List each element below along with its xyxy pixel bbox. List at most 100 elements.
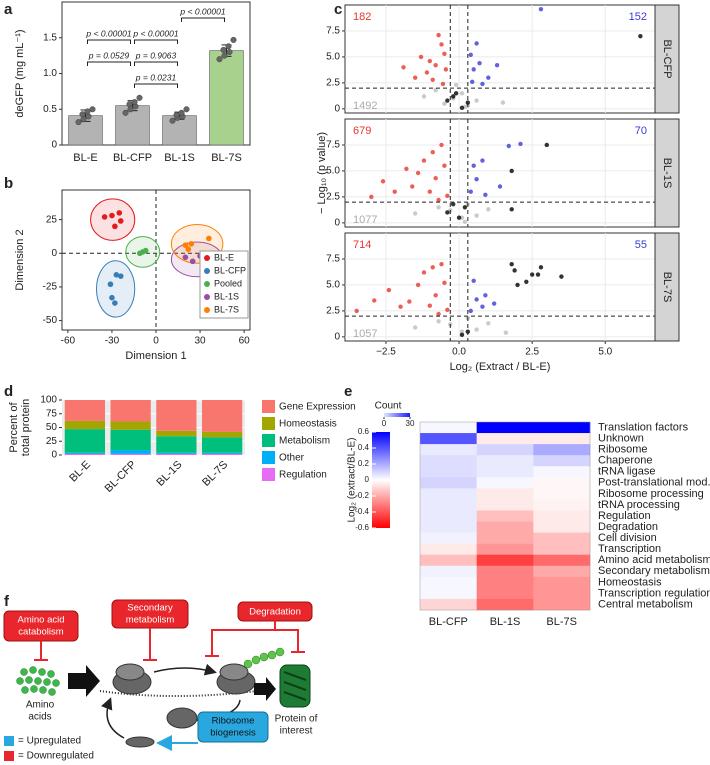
ns-count: 1077	[353, 214, 377, 226]
y-tick-label: -50	[43, 315, 58, 326]
data-point	[459, 91, 465, 96]
data-point	[436, 319, 441, 324]
y-tick-label: 2.5	[326, 78, 340, 89]
legend-swatch	[262, 434, 275, 447]
data-point	[439, 142, 444, 148]
count-scale	[384, 413, 410, 417]
data-point	[392, 189, 397, 194]
data-point	[412, 75, 418, 80]
heatmap-cell	[533, 554, 591, 567]
data-point	[445, 98, 450, 103]
panel-label: a	[4, 1, 13, 18]
data-point	[559, 274, 564, 279]
y-tick-label: 5.0	[326, 166, 340, 177]
legend-label: BL-E	[214, 252, 234, 262]
x-tick-label: BL-1S	[154, 459, 184, 489]
row-label: Cell division	[598, 532, 657, 544]
heatmap-cell	[420, 499, 477, 511]
bar-segment	[64, 420, 106, 430]
data-point	[518, 141, 523, 147]
column-label: BL-CFP	[429, 616, 468, 628]
data-point	[169, 117, 176, 124]
bar-segment	[156, 430, 197, 437]
heatmap-cell	[533, 565, 591, 578]
data-point	[535, 272, 541, 277]
legend-swatch	[262, 400, 275, 413]
data-point	[468, 52, 473, 58]
y-axis-label: Dimension 2	[14, 229, 26, 290]
x-tick-label: 0.0	[452, 347, 466, 358]
significance-label: p < 0.00001	[179, 6, 225, 16]
colorbar-tick-label: -0.6	[355, 523, 369, 532]
heatmap-cell	[533, 422, 591, 434]
inhibitor	[205, 621, 305, 657]
heatmap-cell	[420, 532, 477, 544]
data-point	[451, 201, 456, 207]
y-tick-label: 2.5	[326, 306, 340, 317]
x-tick-label: −2.5	[376, 347, 396, 358]
heatmap-cell	[420, 444, 477, 456]
data-point	[85, 113, 92, 120]
y-tick-label: 5.0	[326, 280, 340, 291]
data-point	[462, 205, 468, 210]
data-point	[372, 298, 377, 303]
data-point	[474, 327, 479, 332]
data-point	[433, 293, 438, 298]
row-label: Homeostasis	[598, 576, 662, 588]
data-point	[491, 301, 497, 306]
legend-label: BL-1S	[214, 291, 239, 301]
data-point	[142, 247, 149, 254]
data-point	[538, 6, 544, 12]
data-point	[412, 211, 418, 216]
heatmap-cell	[476, 587, 534, 600]
heatmap-cell	[533, 532, 591, 544]
x-tick-label: 60	[239, 336, 251, 347]
data-point	[84, 108, 91, 115]
x-tick-label: BL-7S	[200, 459, 230, 489]
column-label: BL-7S	[546, 616, 577, 628]
count-tick-label: 0	[382, 419, 387, 428]
bar-segment	[110, 429, 151, 451]
down-count: 182	[353, 11, 371, 23]
data-point	[436, 197, 441, 203]
data-point	[436, 205, 441, 210]
data-point	[189, 258, 196, 265]
data-point	[109, 294, 115, 301]
data-point	[421, 94, 427, 99]
bar-segment	[201, 452, 243, 454]
data-point	[468, 189, 473, 194]
data-point	[421, 270, 427, 275]
data-point	[462, 219, 468, 225]
data-point	[459, 329, 465, 334]
legend-label: Gene Expression	[279, 402, 356, 413]
y-tick-label: 25	[46, 214, 58, 225]
data-point	[486, 321, 491, 326]
y-tick-label: 7.5	[326, 26, 340, 37]
heatmap-cell	[533, 598, 591, 611]
row-label: Ribosome processing	[598, 488, 704, 500]
data-point	[182, 254, 189, 261]
data-point	[136, 94, 143, 101]
y-axis-label: − Log₁₀ (p value)	[316, 132, 328, 214]
legend-swatch	[262, 468, 275, 481]
x-tick-label: -60	[61, 336, 76, 347]
data-point	[524, 279, 529, 285]
heatmap-cell	[420, 521, 477, 533]
heatmap-cell	[476, 554, 534, 567]
legend-swatch	[204, 307, 210, 313]
legend-swatch	[204, 281, 210, 287]
data-point	[471, 278, 476, 283]
heatmap-cell	[476, 499, 534, 511]
label: interest	[280, 726, 313, 737]
row-label: Translation factors	[598, 421, 689, 433]
heatmap-cell	[533, 444, 591, 456]
y-tick-label: 0	[334, 217, 340, 228]
heatmap-cell	[420, 565, 477, 578]
data-point	[107, 281, 114, 288]
data-point	[178, 109, 185, 116]
data-point	[433, 175, 438, 181]
heatmap-cell	[533, 488, 591, 500]
heatmap-cell	[476, 510, 534, 522]
arrow	[101, 697, 125, 739]
data-point	[173, 111, 180, 118]
